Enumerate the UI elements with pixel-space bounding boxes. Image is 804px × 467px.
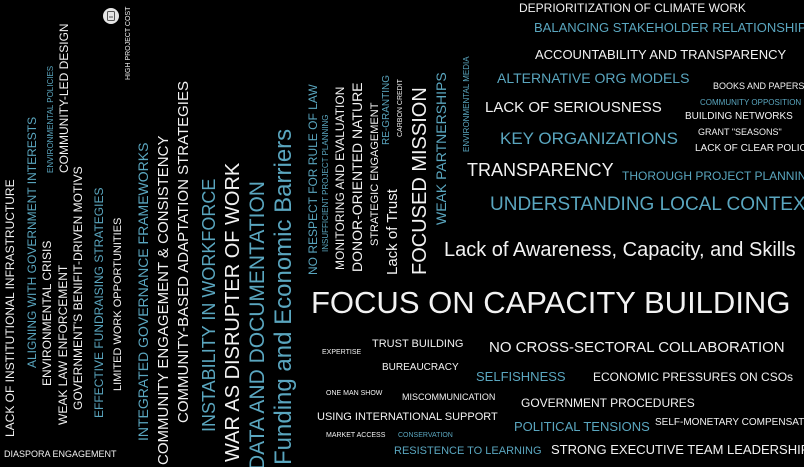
word-integrated-governance: INTEGRATED GOVERNANCE FRAMEWORKS <box>135 142 151 441</box>
word-lack-of-trust: Lack of Trust <box>384 189 401 275</box>
word-understanding-context: UNDERSTANDING LOCAL CONTEXT <box>490 194 804 215</box>
word-deprioritization: DEPRIORITIZATION OF CLIMATE WORK <box>519 1 746 15</box>
word-economic-pressures: ECONOMIC PRESSURES ON CSOs <box>593 370 794 384</box>
word-lack-institutional-infrastructure: LACK OF INSTITUTIONAL INFRASTRUCTURE <box>3 179 17 437</box>
word-bureaucracy: BUREAUCRACY <box>382 362 459 373</box>
word-weak-partnerships: WEAK PARTNERSHIPS <box>433 72 449 225</box>
word-carbon-credit: CARBON CREDIT <box>397 79 404 137</box>
word-trust-building: TRUST BUILDING <box>372 338 464 350</box>
word-focused-mission: FOCUSED MISSION <box>409 87 431 275</box>
word-environmental-media: ENVIRONMENTAL MEDIA <box>462 56 471 152</box>
word-focus-capacity: FOCUS ON CAPACITY BUILDING <box>311 285 791 320</box>
word-one-man-show: ONE MAN SHOW <box>326 390 383 397</box>
word-strong-leadership: STRONG EXECUTIVE TEAM LEADERSHIP <box>551 442 804 457</box>
word-re-granting: RE-GRANTING <box>381 75 392 145</box>
word-selfishness: SELFISHNESS <box>476 369 566 384</box>
word-donor-oriented: DONOR-ORIENTED NATURE <box>349 82 365 272</box>
word-weak-law-enforcement: WEAK LAW ENFORCEMENT <box>56 264 70 425</box>
word-funding-barriers: Funding and Economic Barriers <box>270 128 297 465</box>
word-no-cross-sectoral: NO CROSS-SECTORAL COLLABORATION <box>489 339 785 356</box>
word-lack-of-seriousness: LACK OF SERIOUSNESS <box>485 99 662 116</box>
word-community-adaptation: COMMUNITY-BASED ADAPTATION STRATEGIES <box>175 81 192 423</box>
word-political-tensions: POLITICAL TENSIONS <box>514 419 650 434</box>
word-instability-workforce: INSTABILITY IN WORKFORCE <box>199 178 219 432</box>
word-market-access: MARKET ACCESS <box>326 432 386 439</box>
word-books-papers: BOOKS AND PAPERS <box>713 81 804 91</box>
word-environmental-crisis: ENVIRONMENTAL CRISIS <box>40 240 54 386</box>
word-community-led-design: COMMUNITY-LED DESIGN <box>57 23 71 173</box>
word-alternative-org-models: ALTERNATIVE ORG MODELS <box>497 70 690 86</box>
word-data-documentation: DATA AND DOCUMENTATION <box>246 181 269 467</box>
word-environmental-policies: ENVIRONMENTAL POLICIES <box>46 65 55 173</box>
edit-badge[interactable] <box>103 8 119 24</box>
word-grant-seasons: GRANT "SEASONS" <box>698 127 782 137</box>
word-community-engagement: COMMUNITY ENGAGEMENT & CONSISTENCY <box>155 135 172 465</box>
word-conservation: CONSERVATION <box>398 432 453 439</box>
word-resistence-learning: RESISTENCE TO LEARNING <box>394 445 542 457</box>
word-lack-awareness: Lack of Awareness, Capacity, and Skills <box>444 239 796 261</box>
word-war-disrupter: WAR AS DISRUPTER OF WORK <box>222 162 244 462</box>
word-building-networks: BUILDING NETWORKS <box>685 111 793 122</box>
word-key-organizations: KEY ORGANIZATIONS <box>500 129 678 148</box>
word-no-respect-law: NO RESPECT FOR RULE OF LAW <box>306 84 320 275</box>
word-accountability: ACCOUNTABILITY AND TRANSPARENCY <box>535 47 787 62</box>
word-lack-clear-policies: LACK OF CLEAR POLICIES <box>695 143 804 154</box>
word-transparency: TRANSPARENCY <box>467 160 614 180</box>
word-insufficient-planning: INSUFFICIENT PROJECT PLANNING <box>321 114 330 253</box>
word-international-support: USING INTERNATIONAL SUPPORT <box>317 411 498 423</box>
word-monitoring-evaluation: MONITORING AND EVALUATION <box>333 86 347 270</box>
word-limited-work-opportunities: LIMITED WORK OPPORTUNITIES <box>112 217 124 391</box>
word-expertise: EXPERTISE <box>322 349 362 356</box>
word-self-monetary: SELF-MONETARY COMPENSATION <box>655 417 804 428</box>
word-aligning-government: ALIGNING WITH GOVERNMENT INTERESTS <box>25 116 39 368</box>
word-diaspora-engagement: DIASPORA ENGAGEMENT <box>4 449 117 459</box>
word-government-procedures: GOVERNMENT PROCEDURES <box>521 396 695 410</box>
word-miscommunication: MISCOMMUNICATION <box>402 392 496 402</box>
word-balancing-stakeholder: BALANCING STAKEHOLDER RELATIONSHIPS <box>534 20 804 35</box>
word-high-project-cost: HIGH PROJECT COST <box>125 6 132 80</box>
word-effective-fundraising: EFFECTIVE FUNDRAISING STRATEGIES <box>92 187 106 418</box>
word-community-opposition: COMMUNITY OPPOSITION <box>700 98 802 107</box>
word-government-benefit: GOVERNMENT'S BENIFIT-DRIVEN MOTIVS <box>71 166 85 410</box>
word-thorough-planning: THOROUGH PROJECT PLANNING <box>622 169 804 183</box>
word-strategic-engagement: STRATEGIC ENGAGEMENT <box>369 102 381 246</box>
